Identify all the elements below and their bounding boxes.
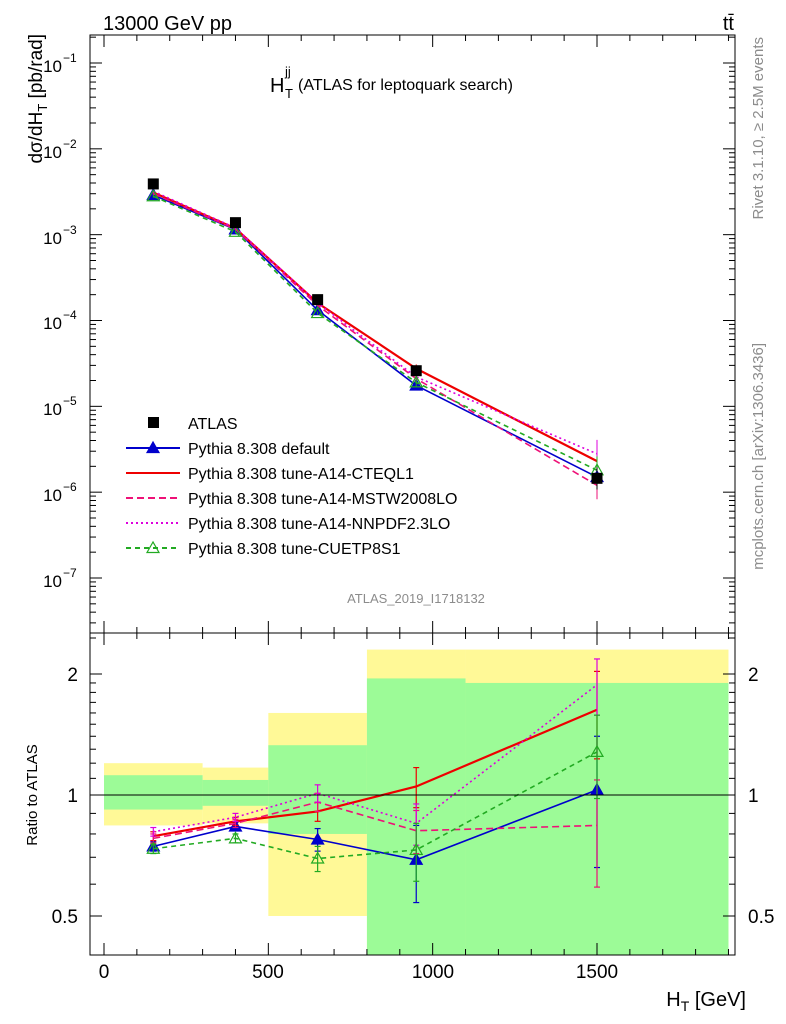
series-line bbox=[152, 190, 598, 455]
ratio-series-marker bbox=[310, 832, 325, 845]
ratio-y-tick-label-right: 1 bbox=[748, 786, 759, 807]
main-y-axis-label-b: [pb/rad] bbox=[26, 34, 47, 104]
series-marker bbox=[409, 375, 424, 388]
legend-label: Pythia 8.308 default bbox=[188, 441, 330, 458]
x-tick-label: 1000 bbox=[412, 962, 454, 983]
x-axis-label-sub: T bbox=[681, 998, 690, 1014]
ratio-y-axis-label: Ratio to ATLAS bbox=[24, 744, 41, 845]
legend-swatch-marker bbox=[145, 540, 161, 554]
main-y-axis-label-a: dσ/dH bbox=[26, 112, 47, 164]
rivet-version-note: Rivet 3.1.10, ≥ 2.5M events bbox=[750, 37, 767, 220]
legend-label: Pythia 8.308 tune-CUETP8S1 bbox=[188, 541, 401, 558]
main-y-tick-exp: −3 bbox=[63, 223, 77, 237]
main-y-tick-label: 10 bbox=[43, 143, 62, 162]
x-tick-labels: 0 500 1000 1500 bbox=[99, 962, 618, 983]
series-marker bbox=[228, 224, 243, 237]
main-y-tick-label: 10 bbox=[43, 486, 62, 505]
legend-swatch-marker bbox=[145, 440, 161, 454]
analysis-id: ATLAS_2019_I1718132 bbox=[347, 591, 485, 606]
main-panel-frame bbox=[89, 34, 736, 634]
legend-swatch-square bbox=[148, 417, 159, 428]
ratio-series-marker bbox=[589, 744, 605, 758]
ratio-y-tick-label-right: 0.5 bbox=[748, 907, 774, 928]
legend-label: Pythia 8.308 tune-A14-NNPDF2.3LO bbox=[188, 516, 450, 533]
main-y-tick-exp: −2 bbox=[63, 137, 77, 151]
legend-label: Pythia 8.308 tune-A14-CTEQL1 bbox=[188, 466, 414, 483]
data-point bbox=[591, 472, 603, 484]
main-y-tick-label: 10 bbox=[43, 400, 62, 419]
ratio-y-tick-labels: 2 1 0.5 2 1 0.5 bbox=[52, 665, 775, 928]
x-axis-label-b: [GeV] bbox=[689, 989, 746, 1011]
legend-item: ATLAS bbox=[148, 416, 238, 433]
process-label: tt̄ bbox=[723, 13, 735, 35]
plot-title-main: H bbox=[270, 75, 284, 97]
legend-label: Pythia 8.308 tune-A14-MSTW2008LO bbox=[188, 491, 457, 508]
legend-item: Pythia 8.308 tune-A14-NNPDF2.3LO bbox=[126, 516, 450, 533]
ratio-series-line bbox=[153, 684, 598, 833]
plot-title: H bbox=[270, 75, 284, 97]
x-tick-label: 0 bbox=[99, 962, 110, 983]
legend-item: Pythia 8.308 tune-CUETP8S1 bbox=[126, 540, 401, 558]
ratio-series-marker bbox=[146, 841, 161, 854]
legend-item: Pythia 8.308 default bbox=[126, 440, 330, 458]
main-y-tick-label: 10 bbox=[43, 229, 62, 248]
energy-label: 13000 GeV pp bbox=[103, 13, 232, 35]
ratio-series-marker bbox=[228, 831, 243, 844]
ratio-series-group bbox=[146, 658, 605, 904]
ratio-band-green bbox=[104, 775, 203, 810]
main-y-tick-label: 10 bbox=[43, 572, 62, 591]
x-tick-label: 500 bbox=[252, 962, 284, 983]
data-point bbox=[312, 294, 324, 306]
main-y-axis-label: dσ/dHT [pb/rad] bbox=[26, 34, 50, 164]
plot-title-subscript: T bbox=[285, 86, 293, 101]
ratio-y-tick-label: 0.5 bbox=[52, 907, 78, 928]
main-y-tick-exp: −5 bbox=[63, 394, 77, 408]
ratio-series-marker bbox=[310, 851, 325, 864]
main-y-tick-exp: −4 bbox=[63, 308, 77, 322]
main-y-tick-label: 10 bbox=[43, 314, 62, 333]
series-marker bbox=[310, 305, 325, 319]
x-axis-label: HT [GeV] bbox=[666, 989, 746, 1014]
main-y-tick-label: 10 bbox=[43, 57, 62, 76]
ratio-y-tick-label-right: 2 bbox=[748, 665, 759, 686]
main-y-axis-label-sub: T bbox=[35, 104, 50, 112]
plot-title-rest: (ATLAS for leptoquark search) bbox=[298, 77, 513, 94]
ratio-series-marker bbox=[409, 842, 424, 856]
main-y-tick-labels: 10 −1 10 −2 10 −3 10 −4 10 −5 10 −6 10 −… bbox=[43, 51, 77, 591]
atlas-data-points bbox=[147, 178, 603, 490]
main-y-tick-exp: −1 bbox=[63, 51, 77, 65]
main-y-tick-exp: −7 bbox=[63, 566, 77, 580]
legend-item: Pythia 8.308 tune-A14-MSTW2008LO bbox=[126, 491, 457, 508]
x-tick-label: 1500 bbox=[576, 962, 618, 983]
ratio-band-green bbox=[202, 779, 269, 806]
legend-label: ATLAS bbox=[188, 416, 238, 433]
ratio-series-line bbox=[153, 751, 598, 860]
x-axis-label-a: H bbox=[666, 989, 680, 1011]
legend-item: Pythia 8.308 tune-A14-CTEQL1 bbox=[126, 466, 414, 483]
series-marker bbox=[146, 189, 161, 202]
data-point bbox=[147, 178, 159, 190]
axis-ticks bbox=[90, 35, 735, 955]
ratio-y-tick-label: 2 bbox=[67, 665, 78, 686]
series-line bbox=[152, 194, 598, 478]
legend: ATLAS Pythia 8.308 default Pythia 8.308 tu… bbox=[126, 416, 457, 558]
mcplots-note: mcplots.cern.ch [arXiv:1306.3436] bbox=[750, 343, 767, 570]
data-point bbox=[410, 365, 422, 377]
ratio-panel-frame bbox=[89, 632, 736, 956]
plot-title-superscript: jj bbox=[284, 64, 291, 79]
ratio-y-tick-label: 1 bbox=[67, 786, 78, 807]
main-y-tick-exp: −6 bbox=[63, 480, 77, 494]
data-point bbox=[229, 217, 241, 229]
